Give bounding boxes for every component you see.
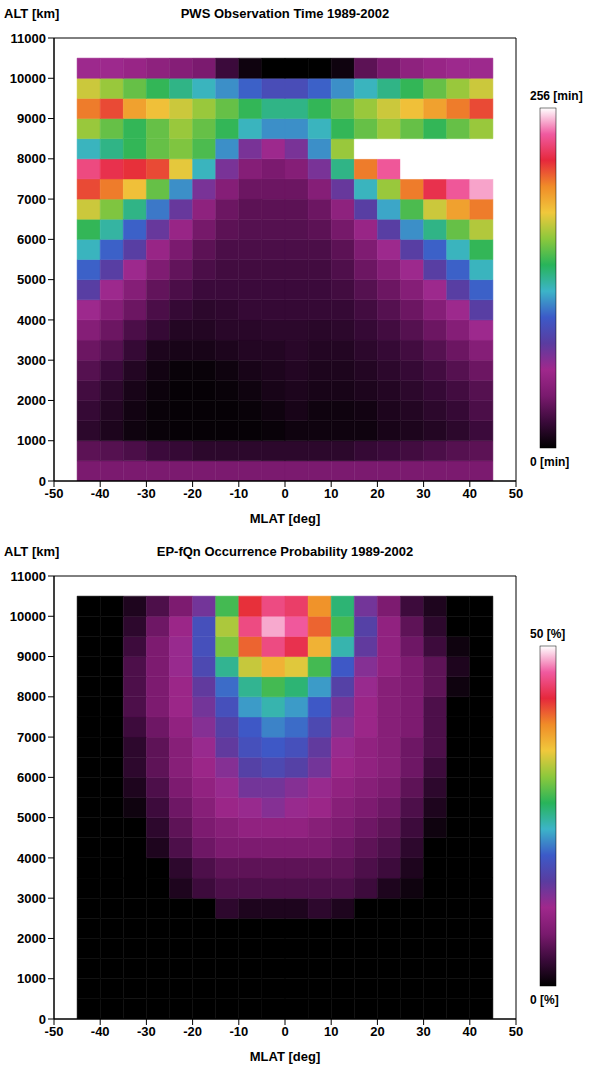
- svg-text:40: 40: [463, 486, 477, 501]
- svg-text:7000: 7000: [17, 192, 46, 207]
- svg-text:20: 20: [370, 486, 384, 501]
- svg-text:-40: -40: [91, 1024, 110, 1039]
- svg-text:50: 50: [509, 486, 523, 501]
- svg-text:10: 10: [324, 486, 338, 501]
- svg-text:30: 30: [416, 1024, 430, 1039]
- svg-text:0: 0: [39, 474, 46, 489]
- svg-text:3000: 3000: [17, 891, 46, 906]
- svg-text:0: 0: [281, 1024, 288, 1039]
- svg-text:0 [min]: 0 [min]: [530, 455, 569, 469]
- svg-text:MLAT [deg]: MLAT [deg]: [250, 1049, 321, 1064]
- svg-text:4000: 4000: [17, 313, 46, 328]
- svg-text:-30: -30: [137, 1024, 156, 1039]
- svg-text:0: 0: [39, 1012, 46, 1027]
- svg-text:9000: 9000: [17, 649, 46, 664]
- svg-text:0 [%]: 0 [%]: [530, 993, 559, 1007]
- svg-text:40: 40: [463, 1024, 477, 1039]
- html-text:ALT [km]: ALT [km]: [4, 544, 60, 559]
- svg-text:MLAT [deg]: MLAT [deg]: [250, 511, 321, 526]
- svg-text:-50: -50: [45, 1024, 64, 1039]
- svg-text:11000: 11000: [11, 569, 46, 584]
- svg-text:-20: -20: [183, 486, 202, 501]
- svg-text:256 [min]: 256 [min]: [530, 89, 583, 103]
- svg-text:7000: 7000: [17, 730, 46, 745]
- svg-text:-50: -50: [45, 486, 64, 501]
- svg-text:8000: 8000: [17, 689, 46, 704]
- svg-text:2000: 2000: [17, 931, 46, 946]
- svg-text:6000: 6000: [17, 770, 46, 785]
- svg-text:5000: 5000: [17, 272, 46, 287]
- svg-text:9000: 9000: [17, 111, 46, 126]
- svg-text:5000: 5000: [17, 810, 46, 825]
- svg-text:8000: 8000: [17, 151, 46, 166]
- svg-text:50 [%]: 50 [%]: [530, 627, 565, 641]
- html-text:EP-fQn Occurrence Probability: EP-fQn Occurrence Probability 1989-2002: [156, 544, 414, 559]
- svg-text:10000: 10000: [10, 609, 46, 624]
- svg-text:50: 50: [509, 1024, 523, 1039]
- svg-text:20: 20: [370, 1024, 384, 1039]
- svg-text:-30: -30: [137, 486, 156, 501]
- svg-text:6000: 6000: [17, 232, 46, 247]
- svg-text:-10: -10: [229, 1024, 248, 1039]
- svg-text:0: 0: [281, 486, 288, 501]
- svg-text:-40: -40: [91, 486, 110, 501]
- svg-text:1000: 1000: [17, 971, 46, 986]
- svg-text:10000: 10000: [10, 71, 46, 86]
- svg-text:1000: 1000: [17, 433, 46, 448]
- svg-text:11000: 11000: [11, 31, 46, 46]
- html-text:ALT [km]: ALT [km]: [4, 6, 60, 21]
- svg-text:4000: 4000: [17, 851, 46, 866]
- svg-text:30: 30: [416, 486, 430, 501]
- svg-text:2000: 2000: [17, 393, 46, 408]
- svg-text:10: 10: [324, 1024, 338, 1039]
- svg-text:3000: 3000: [17, 353, 46, 368]
- html-text:PWS Observation Time 1989-2002: PWS Observation Time 1989-2002: [180, 6, 390, 21]
- svg-text:-20: -20: [183, 1024, 202, 1039]
- svg-text:-10: -10: [229, 486, 248, 501]
